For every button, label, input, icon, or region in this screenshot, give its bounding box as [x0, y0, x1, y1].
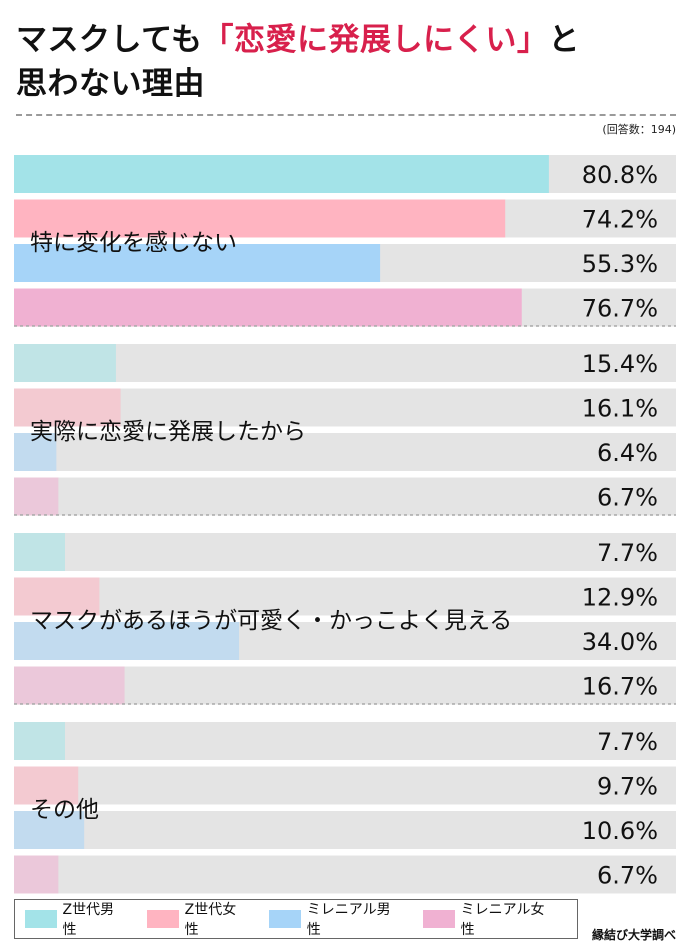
legend-item-millennial-male: ミレニアル男性 [269, 899, 403, 939]
bar-track [14, 533, 676, 571]
source-note: 縁結び大学調べ [591, 928, 676, 942]
category-label: 実際に恋愛に発展したから [30, 419, 306, 445]
bar-track [14, 811, 676, 849]
bar [14, 199, 506, 238]
title-part-1: マスクしても [16, 22, 203, 58]
value-label: 6.7% [597, 862, 658, 890]
bar [14, 811, 85, 849]
bar [14, 388, 121, 427]
legend-swatch [147, 910, 179, 928]
bar [14, 244, 381, 282]
bar [14, 533, 65, 571]
value-label: 16.7% [582, 673, 658, 701]
value-label: 7.7% [597, 728, 658, 756]
value-label: 15.4% [582, 350, 658, 378]
legend-item-z-male: Z世代男性 [25, 899, 127, 939]
bar [14, 344, 116, 382]
bar-track [14, 855, 676, 894]
value-label: 6.4% [597, 439, 658, 467]
value-label: 9.7% [597, 773, 658, 801]
bar [14, 288, 522, 327]
bar-track [14, 577, 676, 616]
legend-swatch [269, 910, 301, 928]
bar [14, 855, 59, 894]
value-label: 7.7% [597, 539, 658, 567]
category-label: その他 [30, 797, 99, 823]
bar-chart: 80.8% 74.2% 55.3% 76.7% 特に変化を感じない 15.4% 16.1% 6… [14, 155, 676, 894]
legend-swatch [423, 910, 455, 928]
title-divider [16, 114, 676, 116]
value-label: 80.8% [582, 161, 658, 189]
bar [14, 477, 59, 516]
bar-track [14, 722, 676, 760]
bar-track [14, 433, 676, 471]
legend: Z世代男性 Z世代女性 ミレニアル男性 ミレニアル女性 [14, 899, 578, 939]
value-label: 10.6% [582, 817, 658, 845]
bar-track [14, 344, 676, 382]
bar [14, 766, 79, 805]
legend-label: Z世代男性 [62, 902, 115, 938]
title-line-2: 思わない理由 [16, 66, 205, 102]
value-label: 34.0% [582, 628, 658, 656]
legend-swatch [25, 910, 57, 928]
legend-label: ミレニアル男性 [306, 902, 391, 938]
value-label: 76.7% [582, 295, 658, 323]
bar-track [14, 477, 676, 516]
bar [14, 722, 65, 760]
value-label: 12.9% [582, 584, 658, 612]
category-label: 特に変化を感じない [30, 230, 237, 256]
bar [14, 622, 240, 660]
legend-label: ミレニアル女性 [460, 902, 545, 938]
bar-track [14, 388, 676, 427]
value-label: 6.7% [597, 484, 658, 512]
bar [14, 155, 549, 193]
bar [14, 433, 57, 471]
value-label: 16.1% [582, 395, 658, 423]
bar [14, 577, 100, 616]
title-part-2: と [548, 22, 580, 58]
legend-label: Z世代女性 [184, 902, 237, 938]
value-label: 74.2% [582, 206, 658, 234]
respondent-count: (回答数：194) [602, 123, 676, 136]
category-label: マスクがあるほうが可愛く・かっこよく見える [30, 608, 512, 634]
legend-item-millennial-female: ミレニアル女性 [423, 899, 557, 939]
legend-item-z-female: Z世代女性 [147, 899, 249, 939]
title-accent: 「恋愛に発展しにくい」 [202, 22, 549, 58]
bar-track [14, 766, 676, 805]
value-label: 55.3% [582, 250, 658, 278]
chart-title: マスクしても「恋愛に発展しにくい」と 思わない理由 [16, 18, 676, 106]
bar [14, 666, 125, 705]
